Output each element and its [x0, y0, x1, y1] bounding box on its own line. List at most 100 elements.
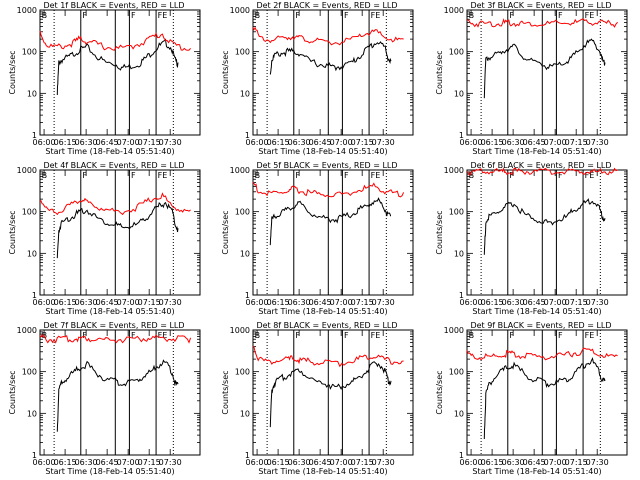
series-line-lld [39, 192, 191, 216]
x-tick-label: 06:45 [96, 138, 119, 147]
interval-marker: FE [371, 331, 381, 340]
x-tick-label: 06:30 [75, 458, 98, 467]
interval-marker: F [82, 11, 87, 20]
x-axis-label: Start Time (18-Feb-14 05:51:40) [45, 147, 174, 156]
interval-marker: FE [158, 331, 168, 340]
x-tick-label: 07:30 [372, 138, 395, 147]
interval-marker: F [295, 11, 300, 20]
x-tick-label: 07:15 [351, 298, 374, 307]
panel-title: Det 4f BLACK = Events, RED = LLD [43, 161, 184, 170]
series-line-lld [466, 167, 618, 176]
x-tick-label: 06:00 [460, 298, 483, 307]
y-tick-label: 100 [449, 368, 464, 377]
y-tick-label: 100 [235, 208, 250, 217]
y-tick-label: 10 [240, 249, 250, 258]
x-tick-label: 07:00 [544, 298, 567, 307]
x-tick-label: 06:15 [54, 138, 77, 147]
y-tick-label: 1000 [444, 6, 464, 15]
panel-det-7: Det 7f BLACK = Events, RED = LLD 1 10 100 10… [8, 321, 201, 476]
panel-title: Det 3f BLACK = Events, RED = LLD [470, 1, 611, 10]
y-tick-label: 1000 [230, 326, 250, 335]
y-tick-label: 100 [22, 48, 37, 57]
interval-marker: B [255, 171, 261, 180]
interval-marker: F [558, 171, 563, 180]
x-axis-label: Start Time (18-Feb-14 05:51:40) [258, 147, 387, 156]
y-tick-label: 1 [245, 131, 250, 140]
panel-det-9: Det 9f BLACK = Events, RED = LLD 1 10 100 10… [435, 321, 628, 476]
x-tick-label: 07:15 [565, 458, 588, 467]
x-tick-label: 07:00 [117, 138, 140, 147]
interval-marker: F [295, 171, 300, 180]
plot-frame [466, 169, 628, 296]
x-tick-label: 06:30 [288, 458, 311, 467]
series-line-lld [466, 347, 618, 361]
y-tick-label: 10 [454, 89, 464, 98]
y-tick-label: 1000 [444, 166, 464, 175]
y-tick-label: 1 [32, 451, 37, 460]
x-tick-label: 06:45 [523, 298, 546, 307]
panel-det-6: Det 6f BLACK = Events, RED = LLD 1 10 100 10… [435, 161, 628, 316]
x-tick-label: 07:00 [117, 458, 140, 467]
x-tick-label: 06:15 [481, 458, 504, 467]
x-tick-label: 07:30 [586, 138, 609, 147]
y-tick-label: 1 [459, 131, 464, 140]
x-axis-label: Start Time (18-Feb-14 05:51:40) [472, 467, 601, 476]
x-tick-label: 06:15 [54, 298, 77, 307]
x-tick-label: 06:00 [460, 138, 483, 147]
y-tick-label: 1 [245, 291, 250, 300]
y-tick-label: 1000 [444, 326, 464, 335]
x-axis-label: Start Time (18-Feb-14 05:51:40) [258, 307, 387, 316]
panel-det-1: Det 1f BLACK = Events, RED = LLD 1 10 100 10… [8, 1, 201, 156]
x-tick-label: 06:00 [33, 298, 56, 307]
x-axis-label: Start Time (18-Feb-14 05:51:40) [45, 467, 174, 476]
x-tick-label: 07:15 [351, 138, 374, 147]
y-axis-label: Counts/sec [8, 50, 17, 94]
x-tick-label: 06:30 [288, 298, 311, 307]
x-tick-label: 06:15 [481, 298, 504, 307]
x-tick-label: 07:00 [544, 138, 567, 147]
x-tick-label: 06:30 [288, 138, 311, 147]
interval-marker: B [42, 171, 48, 180]
interval-marker: F [558, 11, 563, 20]
x-tick-label: 06:30 [75, 138, 98, 147]
y-tick-label: 1000 [17, 326, 37, 335]
x-tick-label: 06:00 [246, 138, 269, 147]
series-line-events [269, 361, 392, 428]
panel-det-3: Det 3f BLACK = Events, RED = LLD 1 10 100 10… [435, 1, 628, 156]
panel-det-4: Det 4f BLACK = Events, RED = LLD 1 10 100 10… [8, 161, 201, 316]
y-tick-label: 1 [32, 291, 37, 300]
interval-marker: FE [158, 171, 168, 180]
y-tick-label: 1000 [230, 166, 250, 175]
series-line-events [483, 198, 606, 255]
panel-title: Det 8f BLACK = Events, RED = LLD [256, 321, 397, 330]
series-line-lld [252, 181, 405, 198]
y-tick-label: 10 [240, 409, 250, 418]
interval-marker: F [509, 171, 514, 180]
interval-marker: FE [158, 11, 168, 20]
x-axis-label: Start Time (18-Feb-14 05:51:40) [258, 467, 387, 476]
panel-title: Det 6f BLACK = Events, RED = LLD [470, 161, 611, 170]
x-axis-label: Start Time (18-Feb-14 05:51:40) [45, 307, 174, 316]
y-tick-label: 100 [235, 48, 250, 57]
interval-marker: FE [585, 11, 595, 20]
x-tick-label: 07:00 [544, 458, 567, 467]
panel-det-8: Det 8f BLACK = Events, RED = LLD 1 10 100 10… [221, 321, 414, 476]
y-axis-label: Counts/sec [435, 370, 444, 414]
y-axis-label: Counts/sec [221, 370, 230, 414]
interval-marker: F [82, 331, 87, 340]
series-line-events [483, 38, 606, 99]
x-tick-label: 06:30 [502, 298, 525, 307]
interval-marker: F [344, 11, 349, 20]
interval-marker: FE [585, 331, 595, 340]
y-tick-label: 1 [459, 291, 464, 300]
x-tick-label: 06:45 [523, 138, 546, 147]
series-line-events [56, 38, 179, 96]
x-tick-label: 06:45 [96, 458, 119, 467]
x-tick-label: 06:45 [309, 298, 332, 307]
y-tick-label: 100 [449, 208, 464, 217]
x-tick-label: 06:15 [267, 138, 290, 147]
x-tick-label: 07:15 [565, 138, 588, 147]
y-tick-label: 10 [454, 409, 464, 418]
y-axis-label: Counts/sec [435, 210, 444, 254]
interval-marker: F [509, 11, 514, 20]
